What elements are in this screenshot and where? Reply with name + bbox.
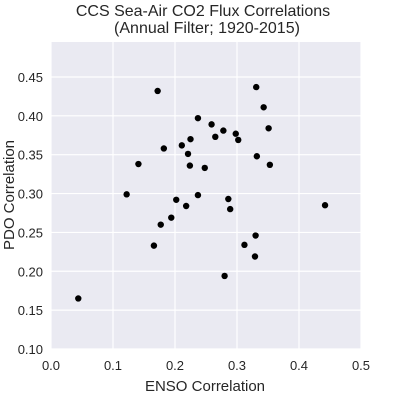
y-axis-label: PDO Correlation <box>1 140 18 250</box>
data-point <box>265 125 272 132</box>
data-point <box>187 135 194 143</box>
data-point <box>266 161 274 168</box>
y-tick-label: 0.35 <box>18 148 43 163</box>
data-point <box>154 87 161 95</box>
x-tick-label: 0.0 <box>42 358 60 373</box>
data-point <box>232 130 239 137</box>
y-tick-label: 0.45 <box>18 70 43 85</box>
data-point <box>123 191 130 198</box>
data-point <box>194 114 202 122</box>
data-point <box>321 202 329 209</box>
data-point <box>212 133 219 141</box>
data-point <box>220 127 227 134</box>
data-point <box>260 104 267 111</box>
data-point <box>168 214 175 221</box>
data-point <box>201 164 208 172</box>
x-axis-label: ENSO Correlation <box>145 378 265 395</box>
data-point <box>150 242 158 249</box>
data-point <box>160 145 168 152</box>
y-tick-label: 0.10 <box>18 342 43 357</box>
x-tick-label: 0.5 <box>352 358 370 373</box>
data-point <box>252 232 259 239</box>
data-point <box>182 202 190 210</box>
data-point <box>135 160 142 168</box>
data-point <box>173 196 180 203</box>
plot-background <box>51 42 361 349</box>
y-tick-label: 0.25 <box>18 225 43 240</box>
data-point <box>225 195 232 203</box>
data-point <box>226 205 234 213</box>
data-point <box>253 153 261 160</box>
data-point <box>235 136 242 144</box>
data-point <box>184 150 192 158</box>
y-tick-label: 0.20 <box>18 264 43 279</box>
grid-lines <box>50 42 362 350</box>
chart-title: CCS Sea-Air CO2 Flux Correlations <box>76 3 330 20</box>
x-tick-label: 0.2 <box>166 358 184 373</box>
data-point <box>75 295 82 302</box>
data-point <box>241 241 248 249</box>
x-tick-label: 0.3 <box>228 358 246 373</box>
data-point <box>208 121 215 128</box>
x-tick-label: 0.4 <box>290 358 308 373</box>
data-point <box>178 142 186 149</box>
data-point <box>221 272 228 280</box>
data-points <box>75 83 329 302</box>
y-tick-label: 0.30 <box>18 187 43 202</box>
data-point <box>157 221 164 228</box>
tick-labels: 0.0 0.1 0.2 0.3 0.4 0.5 0.10 0.15 0.20 0.25 0.30 0.… <box>18 70 370 373</box>
y-tick-label: 0.15 <box>18 303 43 318</box>
y-tick-label: 0.40 <box>18 109 43 124</box>
chart-subtitle: (Annual Filter; 1920-2015) <box>114 20 300 37</box>
x-tick-label: 0.1 <box>104 358 122 373</box>
data-point <box>194 191 202 199</box>
data-point <box>186 162 194 169</box>
data-point <box>251 253 259 260</box>
data-point <box>253 83 260 91</box>
